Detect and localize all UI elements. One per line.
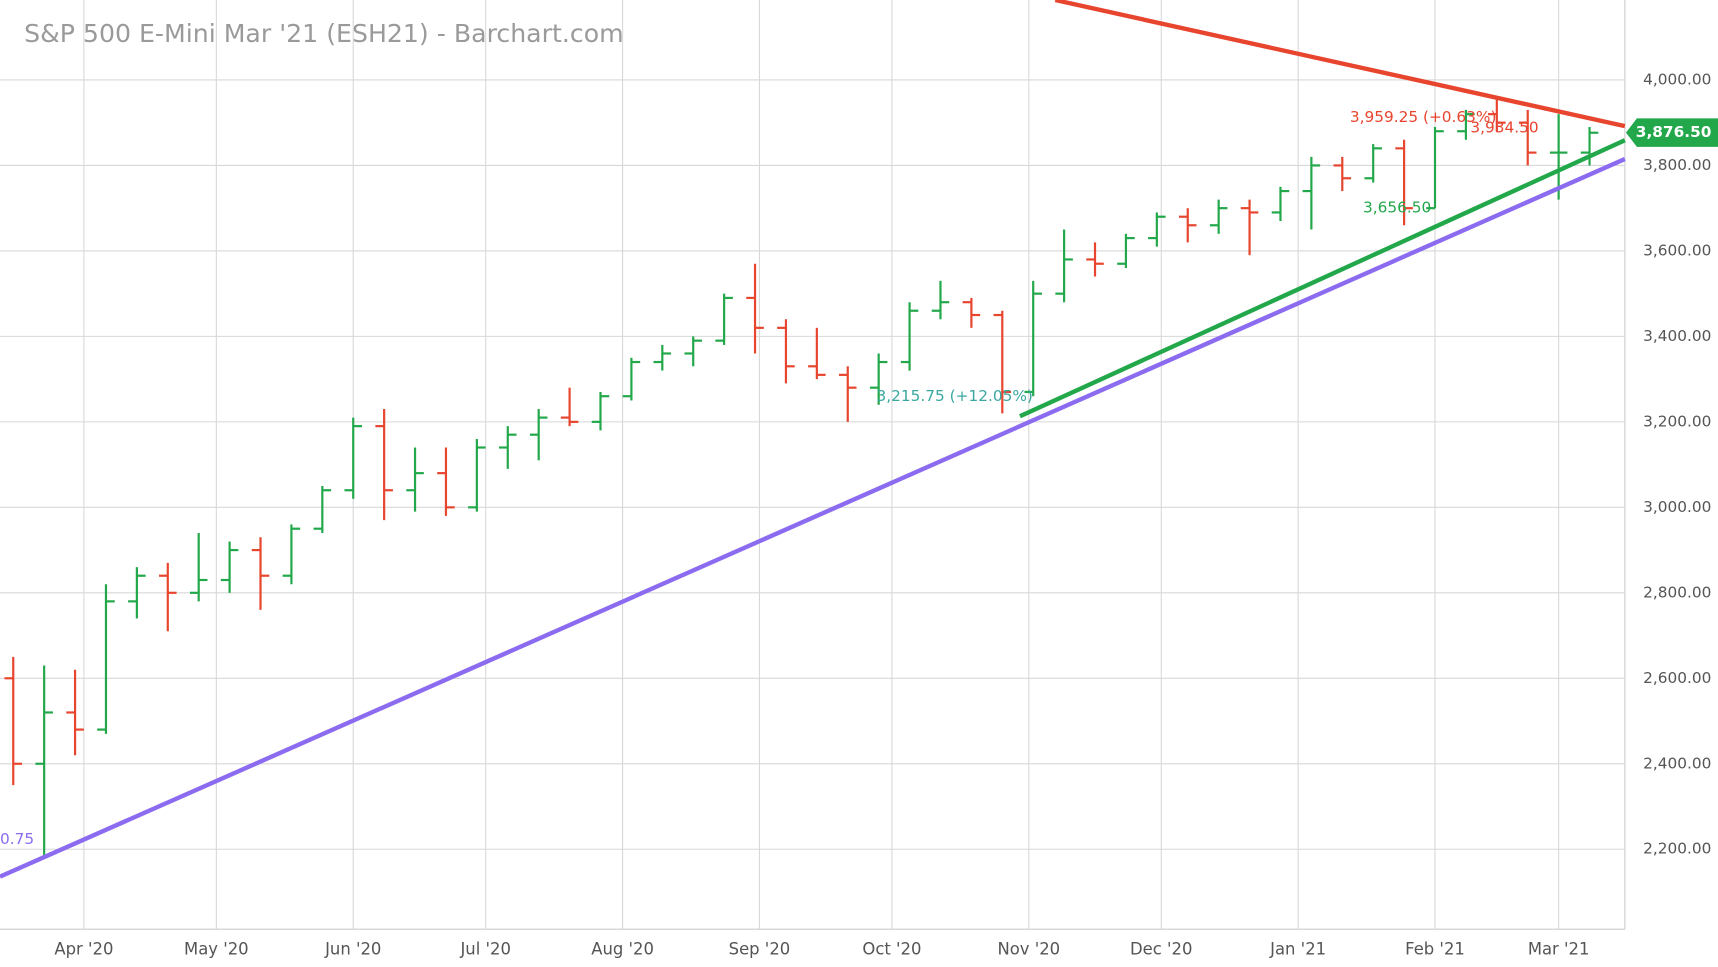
x-tick-label: Sep '20	[729, 939, 791, 958]
x-tick-label: Apr '20	[54, 939, 113, 958]
annotation: 3,959.25 (+0.63%)	[1350, 108, 1497, 126]
last-price-badge	[1625, 118, 1718, 147]
y-tick-label: 4,000.00	[1643, 70, 1711, 88]
y-tick-label: 2,400.00	[1643, 754, 1711, 772]
last-price: 3,876.50	[1636, 123, 1712, 141]
y-tick-label: 2,600.00	[1643, 669, 1711, 687]
x-tick-label: Dec '20	[1130, 939, 1192, 958]
x-tick-label: Aug '20	[591, 939, 654, 958]
y-tick-label: 3,600.00	[1643, 241, 1711, 259]
annotation: 3,934.50	[1470, 119, 1538, 137]
chart-title: S&P 500 E-Mini Mar '21 (ESH21) - Barchar…	[24, 19, 624, 48]
y-tick-label: 2,200.00	[1643, 840, 1711, 858]
y-tick-label: 3,800.00	[1643, 156, 1711, 174]
y-tick-label: 3,000.00	[1643, 498, 1711, 516]
x-tick-label: Mar '21	[1528, 939, 1590, 958]
x-tick-label: Jan '21	[1269, 939, 1326, 958]
x-tick-label: Oct '20	[862, 939, 921, 958]
x-tick-label: Feb '21	[1405, 939, 1465, 958]
x-tick-label: Jun '20	[324, 939, 381, 958]
y-tick-label: 2,800.00	[1643, 583, 1711, 601]
y-tick-label: 3,200.00	[1643, 412, 1711, 430]
annotation: 3,215.75 (+12.05%)	[877, 387, 1033, 405]
trendline	[1054, 0, 1626, 129]
annotation: 3,656.50	[1363, 199, 1431, 217]
trendline	[1019, 138, 1626, 419]
trendline	[0, 157, 1626, 879]
x-tick-label: Nov '20	[997, 939, 1060, 958]
x-tick-label: May '20	[184, 939, 249, 958]
x-tick-label: Jul '20	[459, 939, 510, 958]
annotation: 0.75	[0, 830, 34, 848]
y-tick-label: 3,400.00	[1643, 327, 1711, 345]
